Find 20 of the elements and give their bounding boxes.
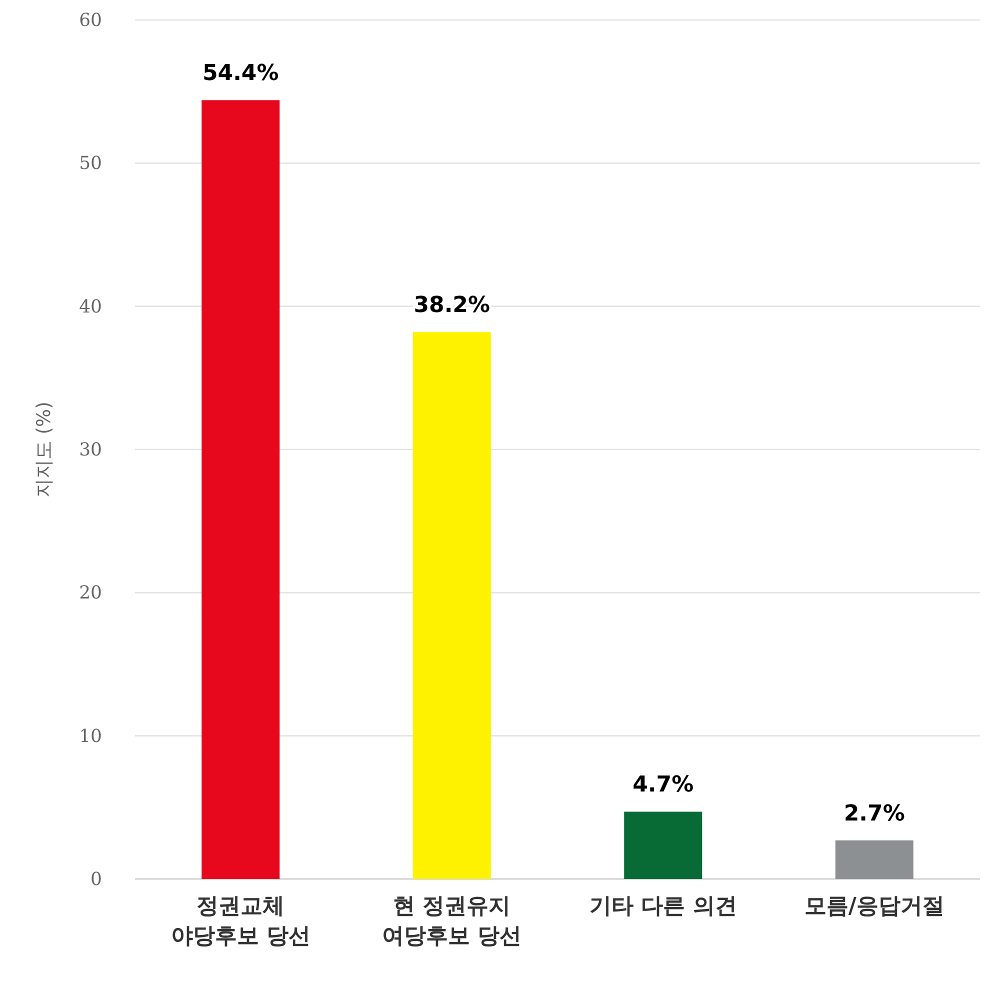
y-tick-label: 20 (79, 582, 102, 604)
data-label: 2.7% (844, 801, 905, 826)
x-tick-label: 모름/응답거절 (804, 894, 944, 919)
data-label: 38.2% (414, 293, 490, 318)
y-tick-label: 50 (79, 153, 102, 174)
y-tick-label: 40 (79, 296, 102, 318)
y-tick-label: 60 (79, 10, 102, 31)
data-label: 54.4% (202, 61, 279, 86)
bar (835, 840, 914, 879)
x-tick-label: 정권교체 야당후보 당선 (170, 894, 310, 949)
bar (202, 100, 280, 879)
y-axis-title: 지지도 (%) (33, 402, 55, 498)
y-tick-label: 0 (90, 869, 102, 890)
bar (412, 332, 491, 879)
data-label: 4.7% (632, 772, 694, 798)
x-tick-label: 기타 다른 의견 (589, 894, 737, 919)
y-tick-label: 30 (79, 440, 102, 460)
y-tick-label: 10 (79, 726, 102, 747)
x-tick-label: 현 정권유지 여당후보 당선 (382, 894, 522, 949)
bar (624, 812, 702, 879)
